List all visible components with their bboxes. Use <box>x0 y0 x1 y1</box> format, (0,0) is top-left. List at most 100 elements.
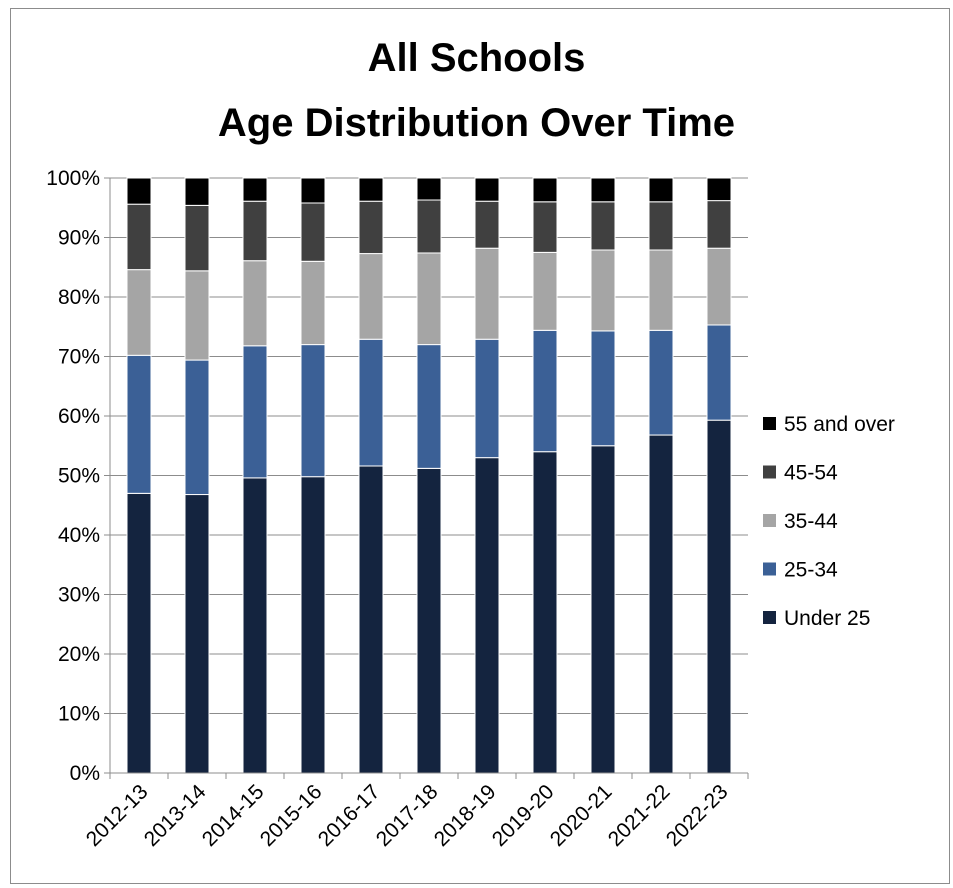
bar-segment-55-and-over <box>184 177 210 206</box>
legend-label: Under 25 <box>784 607 870 630</box>
bar-segment-under-25 <box>590 445 616 774</box>
legend-swatch <box>763 465 776 479</box>
legend-item-under-25: Under 25 <box>763 607 870 630</box>
bar-segment-35-44 <box>300 260 326 346</box>
bar-segment-25-34 <box>648 329 674 436</box>
bar-segment-35-44 <box>648 249 674 331</box>
bar-segment-25-34 <box>532 329 558 453</box>
legend-label: 45-54 <box>784 462 838 485</box>
y-tick-label: 0% <box>70 762 100 785</box>
y-tick-label: 90% <box>58 227 100 250</box>
axes <box>104 177 749 779</box>
y-tick-label: 30% <box>58 584 100 607</box>
bar-segment-55-and-over <box>706 177 732 202</box>
bar-segment-45-54 <box>358 200 384 255</box>
bar-segment-35-44 <box>184 270 210 361</box>
x-tick-label: 2012-13 <box>82 780 153 851</box>
bar-segment-25-34 <box>706 324 732 421</box>
bar-segment-45-54 <box>126 203 152 271</box>
bar-segment-25-34 <box>358 338 384 467</box>
bar-segment-35-44 <box>474 247 500 340</box>
x-tick-label: 2019-20 <box>488 780 559 851</box>
x-axis-tick-labels: 2012-132013-142014-152015-162016-172017-… <box>82 780 733 851</box>
chart-title-line-2: Age Distribution Over Time <box>217 101 736 145</box>
bar-stack-2020-21 <box>590 177 616 774</box>
legend-swatch <box>763 611 776 624</box>
bar-segment-35-44 <box>706 247 732 326</box>
bar-segment-25-34 <box>590 330 616 447</box>
bar-segment-55-and-over <box>358 177 384 202</box>
bar-stack-2018-19 <box>474 177 500 774</box>
x-tick-label: 2013-14 <box>140 780 211 851</box>
bar-segment-35-44 <box>416 252 442 346</box>
bar-segment-under-25 <box>648 434 674 774</box>
bar-segment-under-25 <box>126 492 152 774</box>
legend-label: 25-34 <box>784 559 838 582</box>
x-tick-label: 2017-18 <box>372 780 443 851</box>
x-tick-label: 2018-19 <box>430 780 501 851</box>
x-tick-label: 2020-21 <box>546 780 617 851</box>
x-tick-label: 2014-15 <box>198 780 269 851</box>
bar-stacks <box>126 177 732 774</box>
legend-swatch <box>763 562 776 576</box>
bar-segment-under-25 <box>300 476 326 774</box>
bar-stack-2021-22 <box>648 177 674 774</box>
legend-swatch <box>763 514 776 527</box>
bar-segment-35-44 <box>358 253 384 340</box>
bar-segment-55-and-over <box>126 177 152 205</box>
bar-segment-55-and-over <box>474 177 500 202</box>
bar-segment-25-34 <box>300 344 326 478</box>
bar-segment-55-and-over <box>242 177 268 202</box>
legend-item-45-54: 45-54 <box>763 462 838 485</box>
y-tick-label: 10% <box>58 703 100 726</box>
x-tick-label: 2016-17 <box>314 780 385 851</box>
bar-segment-55-and-over <box>532 177 558 203</box>
y-tick-label: 100% <box>46 167 100 190</box>
bar-segment-35-44 <box>126 269 152 356</box>
bar-segment-45-54 <box>300 202 326 262</box>
bar-segment-25-34 <box>474 338 500 459</box>
bar-segment-25-34 <box>416 344 442 469</box>
x-tick-label: 2015-16 <box>256 780 327 851</box>
legend: 55 and over 45-54 35-44 25-34 Under 25 <box>763 413 895 630</box>
bar-segment-35-44 <box>590 249 616 332</box>
bar-segment-under-25 <box>358 465 384 774</box>
bar-segment-45-54 <box>184 204 210 272</box>
bar-stack-2022-23 <box>706 177 732 774</box>
legend-item-35-44: 35-44 <box>763 510 838 533</box>
bar-segment-35-44 <box>242 260 268 347</box>
legend-item-25-34: 25-34 <box>763 559 838 582</box>
x-tick-label: 2021-22 <box>604 780 675 851</box>
bar-segment-45-54 <box>474 200 500 249</box>
bar-segment-45-54 <box>706 200 732 249</box>
chart-title-line-1: All Schools <box>367 36 586 80</box>
legend-item-55-and-over: 55 and over <box>763 413 895 436</box>
y-tick-label: 70% <box>58 346 100 369</box>
bar-segment-under-25 <box>532 451 558 774</box>
bar-segment-25-34 <box>184 359 210 496</box>
bar-segment-55-and-over <box>648 177 674 203</box>
bar-segment-45-54 <box>648 201 674 251</box>
bar-stack-2016-17 <box>358 177 384 774</box>
bar-segment-55-and-over <box>416 177 442 201</box>
y-tick-label: 60% <box>58 405 100 428</box>
bar-segment-under-25 <box>184 494 210 774</box>
bar-segment-35-44 <box>532 251 558 331</box>
bar-segment-45-54 <box>242 200 268 262</box>
bar-stack-2012-13 <box>126 177 152 774</box>
y-tick-label: 40% <box>58 524 100 547</box>
bar-segment-under-25 <box>416 467 442 774</box>
bar-segment-55-and-over <box>300 177 326 204</box>
bar-segment-45-54 <box>416 199 442 254</box>
x-tick-label: 2022-23 <box>662 780 733 851</box>
bar-segment-45-54 <box>590 201 616 251</box>
bar-segment-55-and-over <box>590 177 616 203</box>
y-tick-label: 20% <box>58 643 100 666</box>
legend-label: 55 and over <box>784 413 895 436</box>
bar-segment-25-34 <box>242 345 268 479</box>
bar-segment-under-25 <box>242 477 268 774</box>
bar-segment-45-54 <box>532 201 558 253</box>
y-axis-tick-labels: 0% 10% 20% 30% 40% 50% 60% 70% 80% 90% 100% <box>46 167 100 785</box>
bar-segment-under-25 <box>474 457 500 774</box>
